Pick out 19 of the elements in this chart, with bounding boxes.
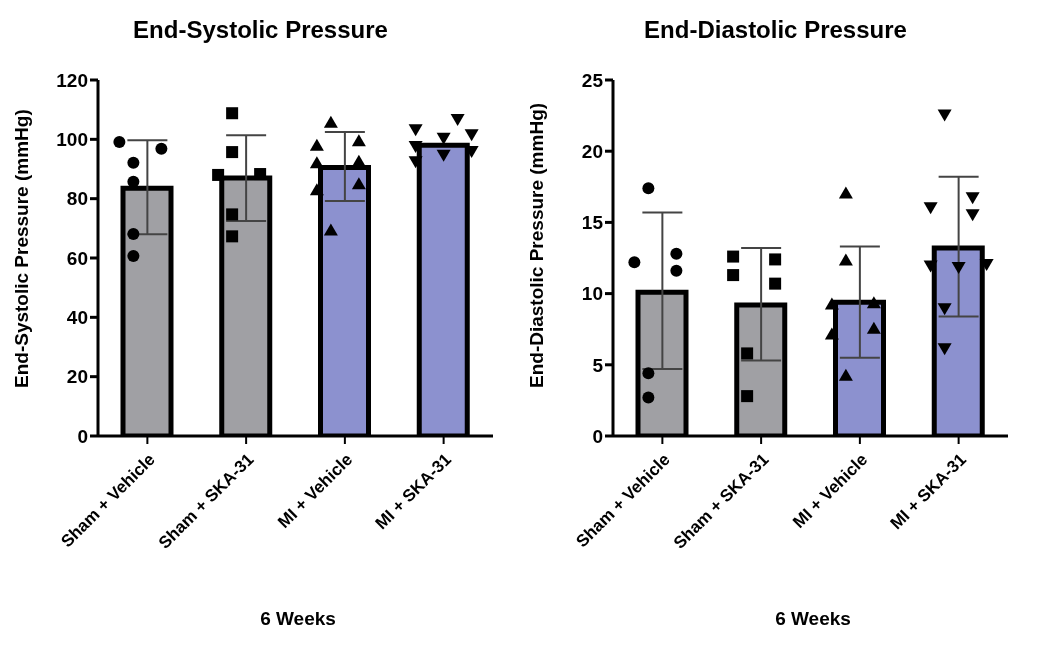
y-tick-label: 0 xyxy=(77,425,88,447)
chart-title: End-Systolic Pressure xyxy=(132,16,389,44)
y-tick-label: 40 xyxy=(66,307,88,329)
y-axis-title: End-Diastolic Pressure (mmHg) xyxy=(525,102,547,388)
y-tick-label: 60 xyxy=(66,247,88,269)
y-tick-label: 20 xyxy=(66,366,88,388)
x-axis-title: 6 Weeks xyxy=(259,608,337,630)
y-axis-title: End-Systolic Pressure (mmHg) xyxy=(10,109,32,388)
y-tick-label: 10 xyxy=(581,283,603,305)
y-tick-label: 0 xyxy=(592,425,603,447)
y-tick-label: 80 xyxy=(66,188,88,210)
y-tick-label: 25 xyxy=(581,69,604,91)
y-tick-label: 100 xyxy=(56,129,88,151)
y-tick-label: 20 xyxy=(581,140,603,162)
y-tick-label: 15 xyxy=(581,212,604,234)
chart-title: End-Diastolic Pressure xyxy=(643,16,908,44)
y-tick-label: 5 xyxy=(592,354,604,376)
y-tick-label: 120 xyxy=(56,69,88,91)
x-axis-title: 6 Weeks xyxy=(774,608,852,630)
